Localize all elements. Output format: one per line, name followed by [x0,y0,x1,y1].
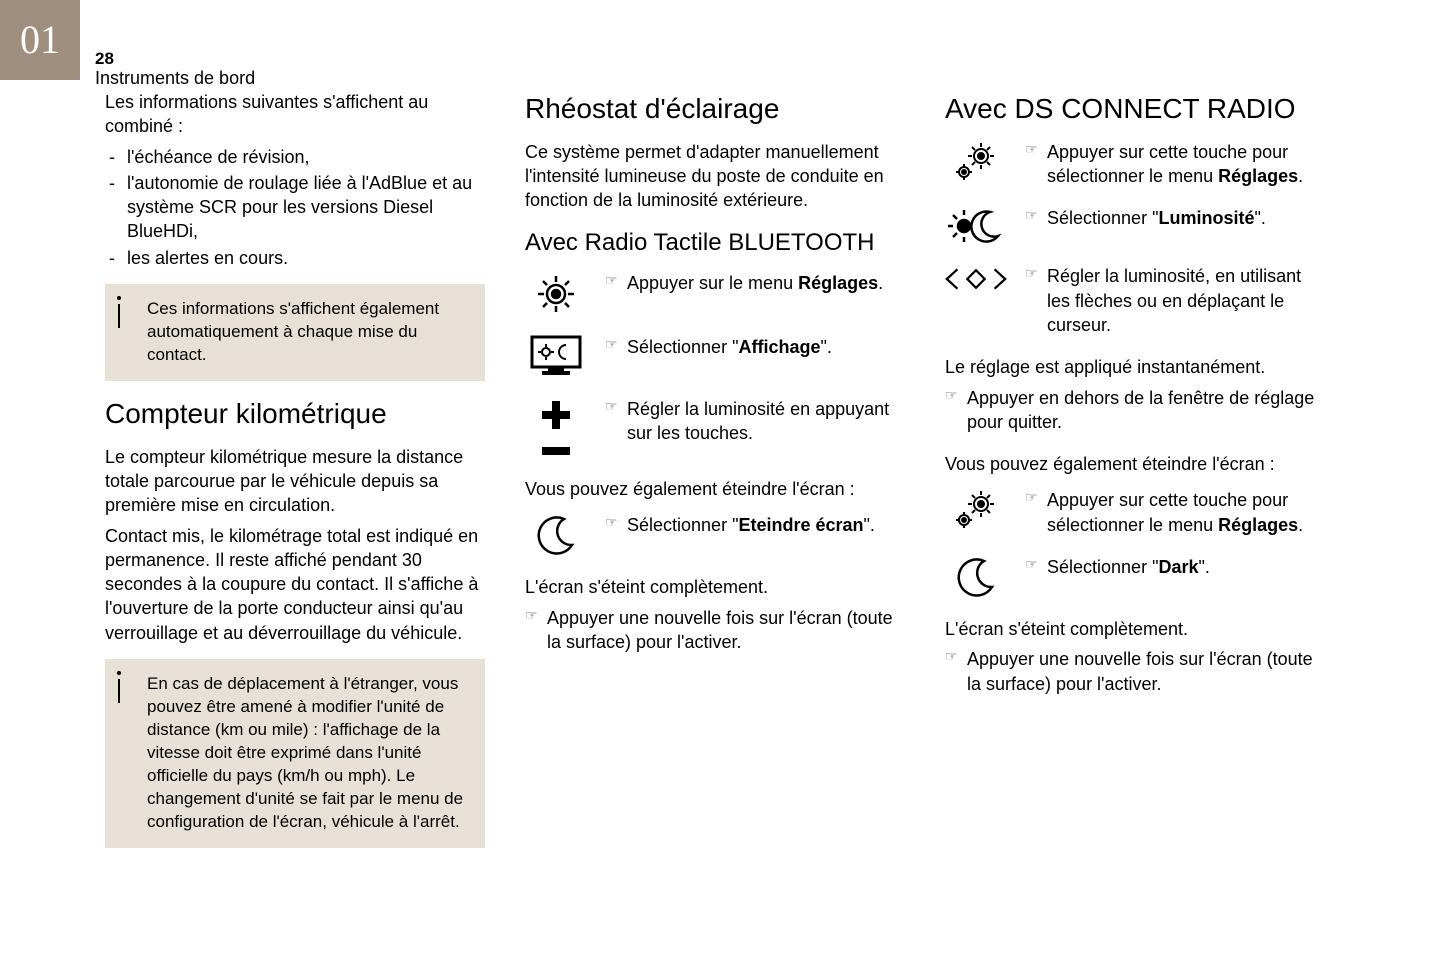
step-text: Appuyer en dehors de la fenêtre de régla… [945,386,1325,435]
section-title: Instruments de bord [95,66,255,90]
monitor-icon [525,335,587,379]
odometer-heading: Compteur kilométrique [105,395,485,433]
sun-moon-icon [945,206,1007,246]
screen-off-intro: Vous pouvez également éteindre l'écran : [525,477,905,501]
chapter-tab: 01 [0,0,80,80]
step-text: Appuyer une nouvelle fois sur l'écran (t… [945,647,1325,696]
double-gear-icon [945,140,1007,182]
info-box: Ces informations s'affichent également a… [105,284,485,381]
info-list: l'échéance de révision, l'autonomie de r… [105,145,485,270]
step-text: Appuyer sur cette touche pour sélectionn… [1025,140,1325,189]
screen-off-text: L'écran s'éteint complètement. [945,617,1325,641]
step-text: Sélectionner "Affichage". [605,335,905,359]
plus-minus-icon [525,397,587,459]
list-item: l'autonomie de roulage liée à l'AdBlue e… [105,171,485,244]
ds-connect-heading: Avec DS CONNECT RADIO [945,90,1325,128]
gear-icon [525,271,587,317]
arrows-diamond-icon [945,264,1007,294]
column-3: Avec DS CONNECT RADIO Appuyer sur cette … [945,90,1325,862]
intro-text: Les informations suivantes s'affichent a… [105,90,485,139]
bluetooth-heading: Avec Radio Tactile BLUETOOTH [525,227,905,259]
screen-off-text: L'écran s'éteint complètement. [525,575,905,599]
screen-off-intro: Vous pouvez également éteindre l'écran : [945,452,1325,476]
moon-icon [945,555,1007,599]
step-text: Sélectionner "Luminosité". [1025,206,1325,230]
double-gear-icon [945,488,1007,530]
column-1: Les informations suivantes s'affichent a… [105,90,485,862]
step-text: Appuyer une nouvelle fois sur l'écran (t… [525,606,905,655]
list-item: l'échéance de révision, [105,145,485,169]
odometer-text: Contact mis, le kilométrage total est in… [105,524,485,645]
step-text: Appuyer sur le menu Réglages. [605,271,905,295]
step-text: Sélectionner "Eteindre écran". [605,513,905,537]
info-box: En cas de déplacement à l'étranger, vous… [105,659,485,848]
odometer-text: Le compteur kilométrique mesure la dista… [105,445,485,518]
instant-text: Le réglage est appliqué instantanément. [945,355,1325,379]
rheostat-heading: Rhéostat d'éclairage [525,90,905,128]
step-text: Régler la luminosité en appuyant sur les… [605,397,905,446]
step-text: Régler la luminosité, en utilisant les f… [1025,264,1325,337]
step-text: Appuyer sur cette touche pour sélectionn… [1025,488,1325,537]
column-2: Rhéostat d'éclairage Ce système permet d… [525,90,905,862]
step-text: Sélectionner "Dark". [1025,555,1325,579]
rheostat-desc: Ce système permet d'adapter manuellement… [525,140,905,213]
moon-icon [525,513,587,557]
list-item: les alertes en cours. [105,246,485,270]
